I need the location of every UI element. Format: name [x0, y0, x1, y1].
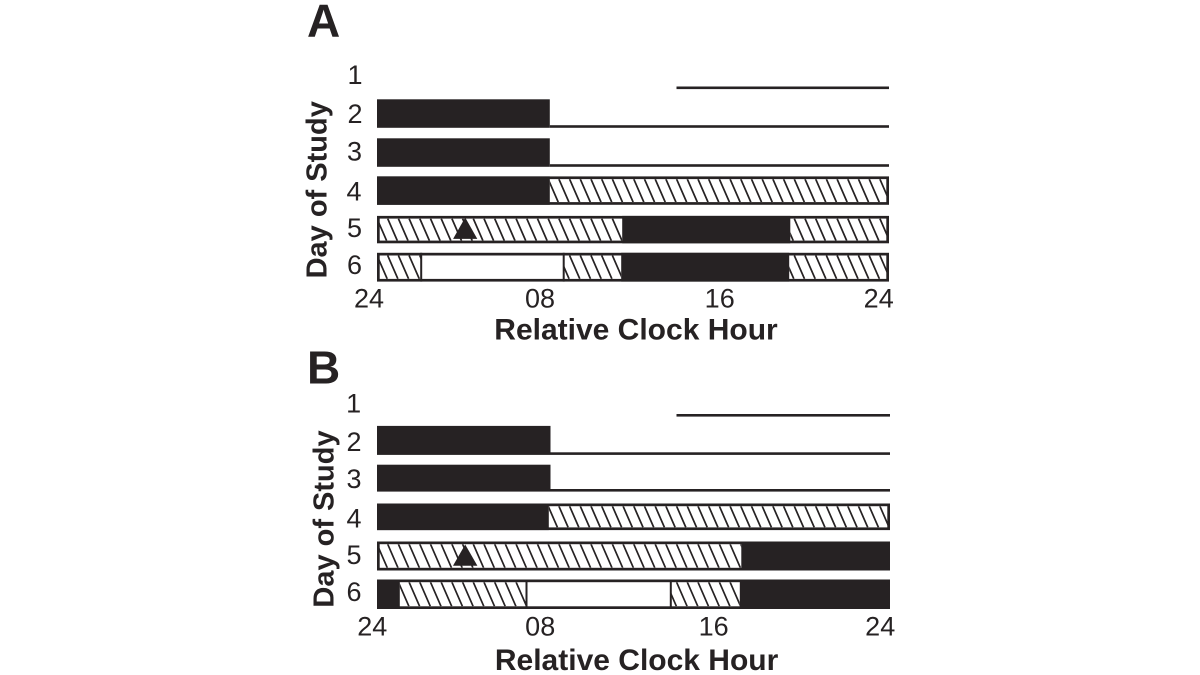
svg-text:24: 24 [354, 284, 384, 314]
svg-text:08: 08 [525, 612, 555, 642]
svg-text:24: 24 [865, 612, 895, 642]
svg-text:4: 4 [346, 177, 361, 207]
svg-text:4: 4 [346, 504, 361, 534]
svg-text:3: 3 [347, 137, 362, 167]
svg-text:6: 6 [347, 250, 362, 280]
svg-text:1: 1 [347, 60, 362, 90]
svg-text:Day of Study: Day of Study [309, 430, 341, 607]
svg-text:Relative Clock Hour: Relative Clock Hour [495, 644, 779, 675]
svg-text:2: 2 [347, 99, 362, 129]
svg-text:16: 16 [705, 284, 735, 314]
svg-text:08: 08 [525, 284, 555, 314]
svg-text:6: 6 [346, 577, 361, 607]
svg-text:5: 5 [346, 540, 361, 570]
svg-text:3: 3 [346, 464, 361, 494]
svg-text:16: 16 [699, 612, 729, 642]
svg-text:5: 5 [347, 213, 362, 243]
svg-text:Day of Study: Day of Study [302, 101, 334, 278]
svg-text:24: 24 [864, 284, 894, 314]
svg-text:2: 2 [346, 427, 361, 457]
svg-text:Relative Clock Hour: Relative Clock Hour [494, 314, 778, 347]
svg-text:24: 24 [357, 612, 387, 642]
svg-text:A: A [307, 0, 340, 47]
svg-text:1: 1 [346, 389, 361, 419]
svg-text:B: B [307, 342, 340, 394]
